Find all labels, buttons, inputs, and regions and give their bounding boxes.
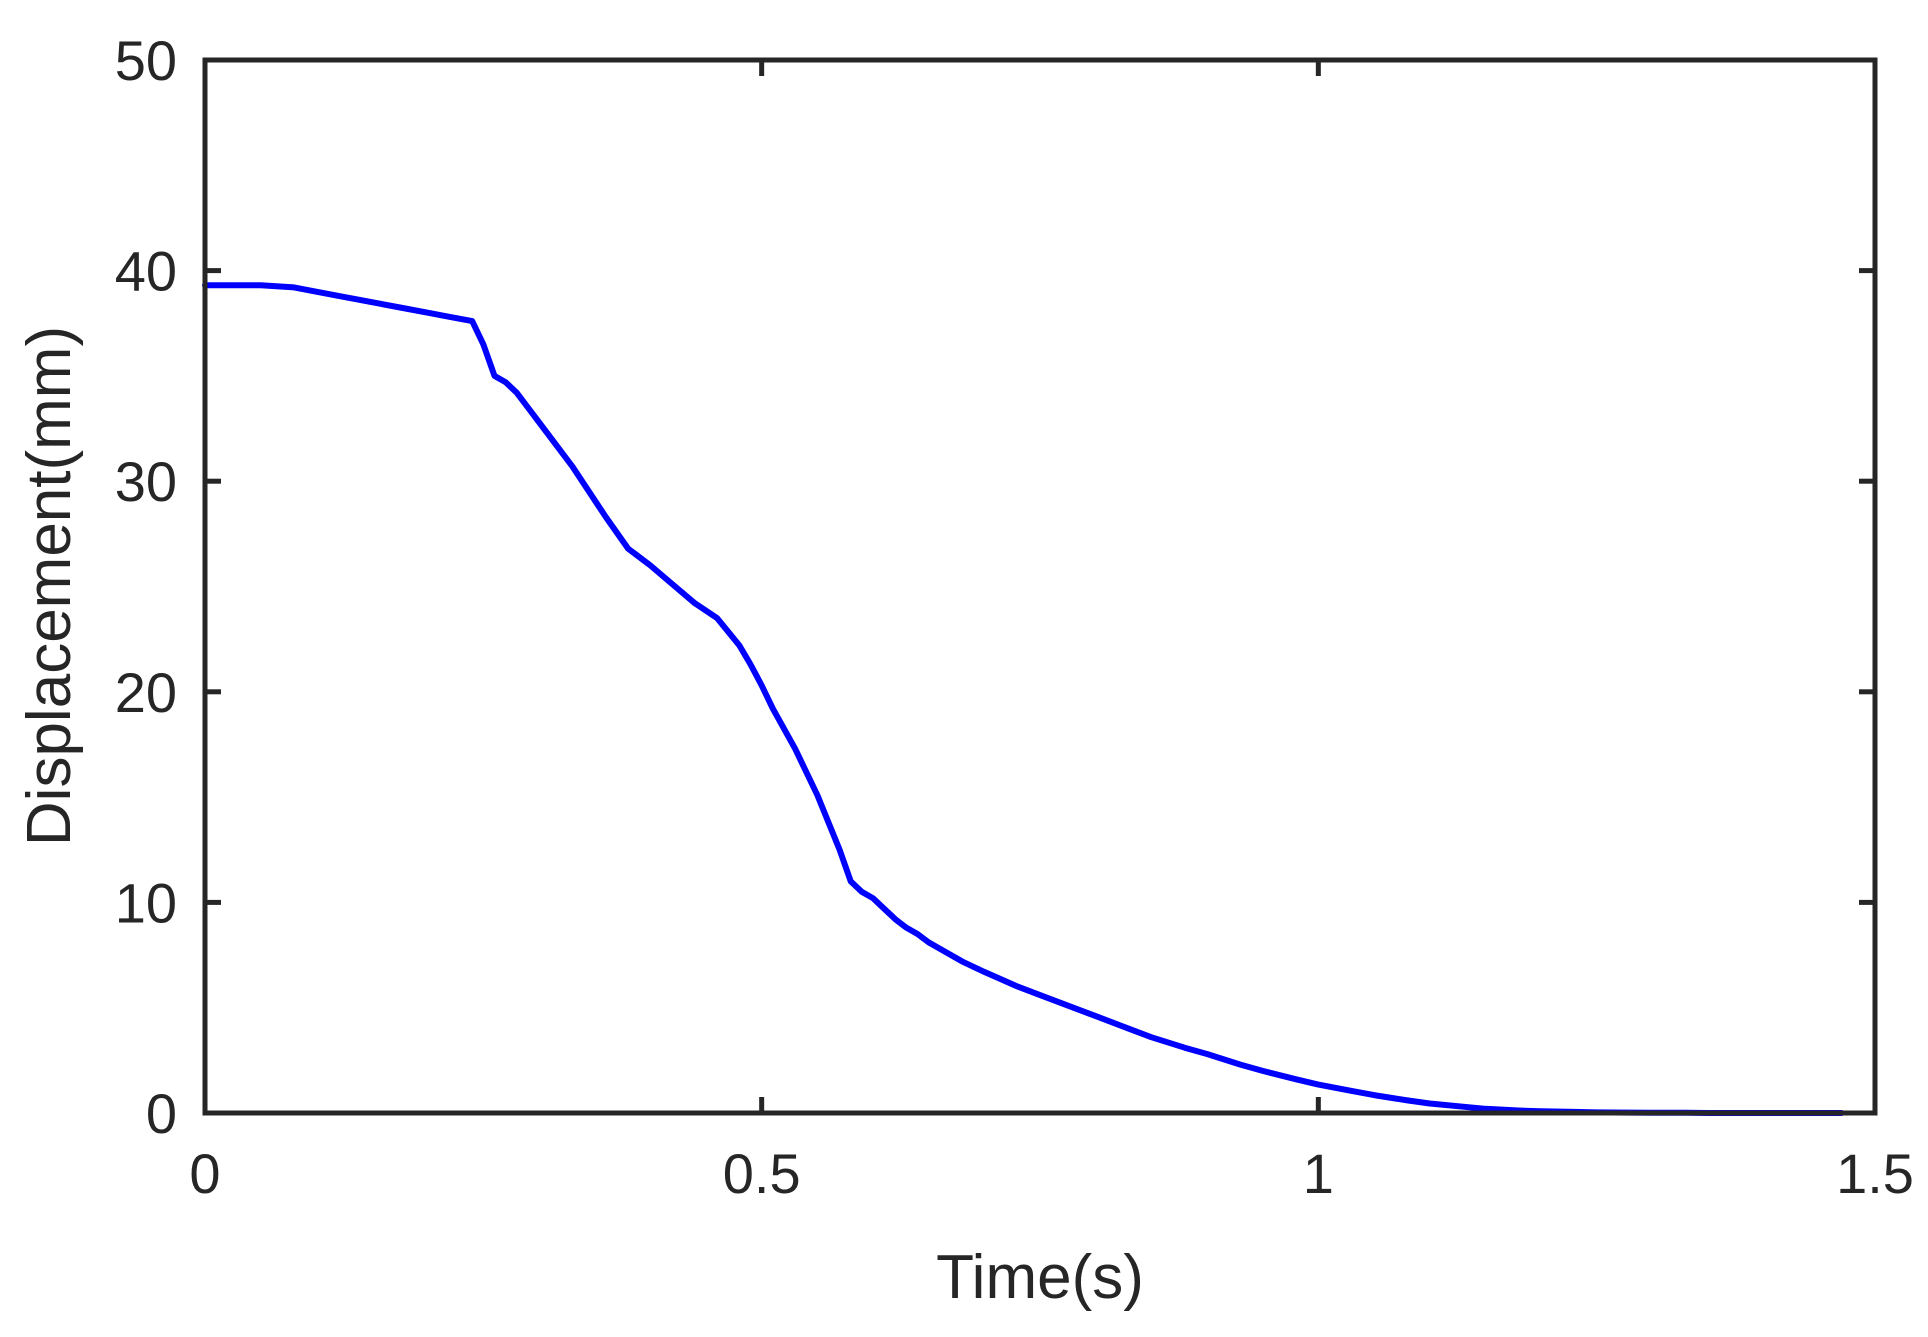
y-axis-label: Displacement(mm)	[15, 326, 84, 846]
y-axis-ticks: 0 10 20 30 40 50	[115, 29, 1875, 1145]
y-tick-label: 30	[115, 450, 177, 513]
axes-box	[202, 57, 1878, 1116]
x-tick-label: 0	[189, 1142, 220, 1205]
x-tick-label: 1	[1303, 1142, 1334, 1205]
y-tick-label: 20	[115, 661, 177, 724]
x-axis-ticks: 0 0.5 1 1.5	[189, 60, 1914, 1205]
y-tick-label: 50	[115, 29, 177, 92]
x-tick-label: 1.5	[1836, 1142, 1914, 1205]
y-tick-label: 40	[115, 240, 177, 303]
plot-area	[205, 60, 1875, 1113]
y-tick-label: 0	[146, 1082, 177, 1145]
y-tick-label: 10	[115, 871, 177, 934]
x-axis-label: Time(s)	[936, 1243, 1144, 1312]
x-tick-label: 0.5	[723, 1142, 801, 1205]
